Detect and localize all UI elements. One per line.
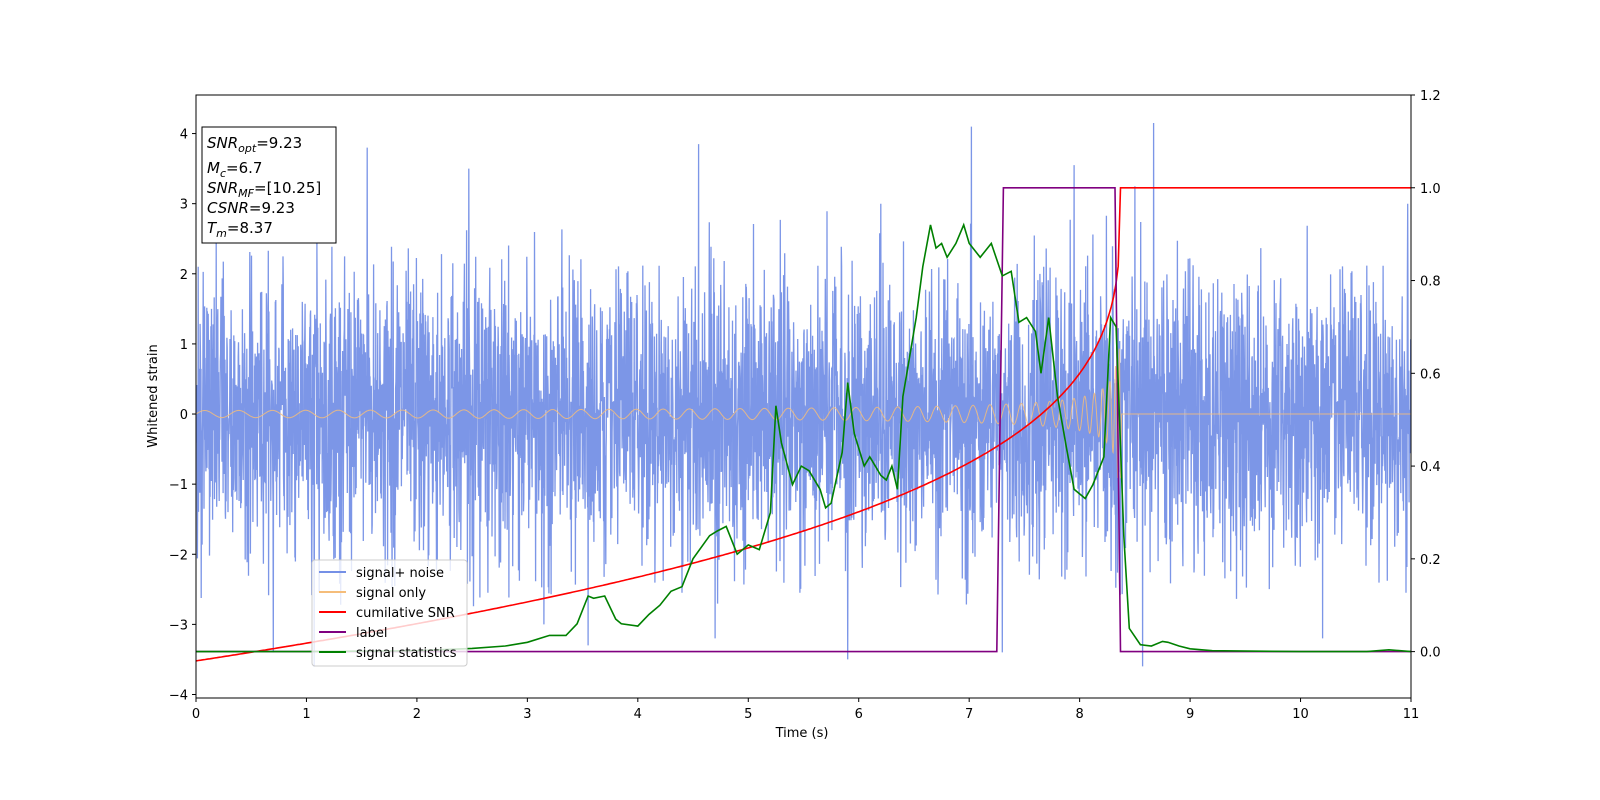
series-label-line	[196, 187, 1411, 653]
snr-opt-text: SNRopt=9.23	[207, 134, 302, 155]
snr-mf-text: SNRMF=[10.25]	[207, 179, 321, 200]
y-left-tick-label: 1	[180, 338, 188, 353]
y-right-tick-label: 0.6	[1420, 367, 1441, 382]
right-y-axis-ticks: 0.0 0.2 0.4 0.6 0.8 1.0 1.2	[1411, 89, 1441, 661]
y-right-tick-label: 1.0	[1420, 182, 1441, 197]
left-y-axis-ticks: −4 −3 −2 −1 0 1 2 3 4	[169, 128, 196, 703]
x-tick-label: 0	[192, 707, 200, 722]
x-axis-label: Time (s)	[775, 726, 829, 741]
y-right-tick-label: 0.8	[1420, 275, 1441, 290]
legend-label-cumulative-snr: cumilative SNR	[356, 606, 455, 621]
y-left-tick-label: 3	[180, 198, 188, 213]
y-right-tick-label: 0.2	[1420, 553, 1441, 568]
y-left-tick-label: 0	[180, 408, 188, 423]
x-tick-label: 11	[1403, 707, 1420, 722]
legend-label-signal-noise: signal+ noise	[356, 566, 444, 581]
x-tick-label: 6	[855, 707, 863, 722]
y-left-tick-label: 4	[180, 128, 188, 143]
x-tick-label: 4	[634, 707, 642, 722]
y-axis-label: Whitened strain	[146, 344, 161, 447]
legend: signal+ noise signal only cumilative SNR…	[311, 559, 468, 667]
y-right-tick-label: 1.2	[1420, 89, 1441, 104]
x-tick-label: 8	[1075, 707, 1083, 722]
series-signal-statistics-line	[196, 222, 1411, 653]
mc-text: Mc=6.7	[207, 159, 262, 180]
x-tick-label: 5	[744, 707, 752, 722]
x-tick-label: 2	[413, 707, 421, 722]
y-left-tick-label: −3	[169, 618, 188, 633]
x-tick-label: 3	[523, 707, 531, 722]
csnr-text: CSNR=9.23	[207, 199, 295, 217]
tm-text: Tm=8.37	[207, 219, 273, 240]
y-right-tick-label: 0.0	[1420, 646, 1441, 661]
series-signal-only-line	[196, 348, 1411, 479]
y-left-tick-label: 2	[180, 268, 188, 283]
x-axis-ticks: 0 1 2 3 4 5 6 7 8 9 10 11	[192, 698, 1419, 722]
y-left-tick-label: −1	[169, 478, 188, 493]
y-right-tick-label: 0.4	[1420, 460, 1441, 475]
info-box: SNRopt=9.23 Mc=6.7 SNRMF=[10.25] CSNR=9.…	[201, 126, 337, 244]
legend-label-signal-only: signal only	[356, 586, 426, 601]
y-left-tick-label: −4	[169, 688, 188, 703]
legend-label-label: label	[356, 626, 387, 641]
x-tick-label: 10	[1292, 707, 1309, 722]
x-tick-label: 1	[302, 707, 310, 722]
legend-label-signal-statistics: signal statistics	[356, 646, 457, 661]
x-tick-label: 7	[965, 707, 973, 722]
y-left-tick-label: −2	[169, 548, 188, 563]
x-tick-label: 9	[1186, 707, 1194, 722]
plot-frame	[195, 94, 1412, 699]
series-signal-noise-line	[196, 122, 1411, 667]
